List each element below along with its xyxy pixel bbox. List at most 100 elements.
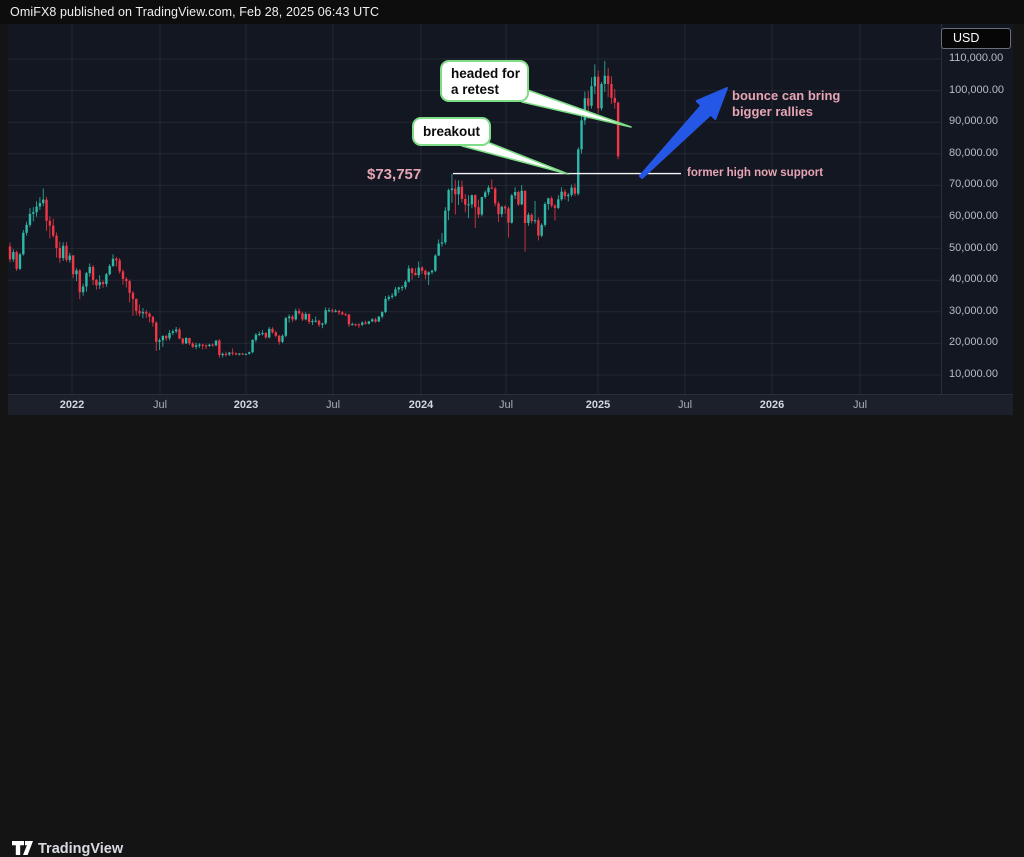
candle-body <box>324 310 327 324</box>
candle-body <box>178 329 181 339</box>
candle-body <box>371 319 374 322</box>
candle-body <box>450 188 454 191</box>
price-axis[interactable]: 110,000.00 100,000.00 90,000.00 80,000.00 70… <box>941 24 1013 394</box>
time-axis-label: 2023 <box>233 399 259 411</box>
time-axis-label: 2024 <box>408 399 434 411</box>
candle-body <box>128 281 131 293</box>
bounce-arrow-icon[interactable] <box>638 87 728 179</box>
candle-body <box>141 312 145 314</box>
time-axis-label: 2025 <box>585 399 611 411</box>
candle-body <box>480 197 484 215</box>
candle-body <box>507 208 510 223</box>
candle-body <box>517 192 520 205</box>
candle-body <box>58 247 62 259</box>
candle-body <box>467 204 470 206</box>
candle-body <box>563 191 567 197</box>
candle-body <box>440 242 444 244</box>
candle-body <box>274 332 278 336</box>
candle-body <box>570 187 573 195</box>
brand-name[interactable]: TradingView <box>38 841 124 857</box>
callout-breakout-label: breakout <box>423 124 481 139</box>
candle-body <box>45 199 48 221</box>
candle-body <box>344 314 347 316</box>
candle-body <box>487 187 490 193</box>
candle-body <box>523 190 527 224</box>
candle-body <box>51 225 55 236</box>
time-axis-label: Jul <box>498 399 514 411</box>
time-axis[interactable]: 2022 Jul 2023 Jul 2024 Jul 2025 Jul 2026 Jul <box>8 394 1013 415</box>
candle-body <box>434 255 437 271</box>
candle-body <box>151 316 155 323</box>
candle-body <box>281 335 284 342</box>
candle-body <box>397 287 400 290</box>
time-axis-label: Jul <box>325 399 341 411</box>
candle-body <box>437 243 440 256</box>
candle-body <box>161 335 165 341</box>
candle-body <box>587 98 590 106</box>
tradingview-logo-icon[interactable] <box>12 841 33 856</box>
candle-body <box>600 83 603 109</box>
price-axis-label: 70,000.00 <box>949 178 998 191</box>
candle-body <box>573 187 577 194</box>
candle-body <box>327 310 331 312</box>
candle-body <box>314 320 317 322</box>
candle-body <box>75 270 78 275</box>
candle-body <box>258 333 261 336</box>
callout-breakout[interactable]: breakout <box>412 117 492 146</box>
candle-body <box>32 212 35 214</box>
candle-body <box>547 198 550 205</box>
candle-body <box>261 332 264 335</box>
candle-body <box>583 98 587 121</box>
candle-body <box>61 245 65 259</box>
candle-body <box>560 191 563 200</box>
candle-body <box>22 232 25 255</box>
candle-body <box>400 287 404 289</box>
candle-body <box>513 192 517 196</box>
candle-body <box>234 353 238 355</box>
candle-body <box>108 265 111 275</box>
candle-body <box>474 195 477 208</box>
candle-body <box>510 195 513 223</box>
candle-body <box>121 271 125 279</box>
price-axis-label: 110,000.00 <box>949 52 1004 64</box>
candle-body <box>616 102 620 157</box>
candle-body <box>155 322 158 342</box>
candle-body <box>194 345 198 347</box>
callout-retest-line1: headed for <box>451 66 521 81</box>
candle-body <box>15 252 18 269</box>
candle-body <box>218 340 221 356</box>
candle-body <box>304 314 307 320</box>
candle-body <box>603 75 607 84</box>
candle-body <box>115 258 118 261</box>
candlestick-series <box>8 60 620 358</box>
candle-body <box>404 281 407 288</box>
candle-body <box>533 220 537 222</box>
candle-body <box>483 192 487 198</box>
candle-body <box>420 267 424 271</box>
candle-body <box>238 353 241 355</box>
candle-body <box>337 310 341 313</box>
grid-lines <box>8 24 941 394</box>
candle-body <box>81 286 85 293</box>
candle-body <box>543 204 547 225</box>
published-chart-page: { "header": { "attribution": "OmiFX8 pub… <box>8 5 1013 857</box>
candle-body <box>503 206 507 209</box>
candle-body <box>105 274 108 284</box>
callout-headed-for-a-retest[interactable]: headed for a retest <box>440 60 529 102</box>
candle-body <box>248 352 251 354</box>
candle-body <box>138 310 141 314</box>
candle-body <box>464 198 467 205</box>
candle-body <box>351 324 354 326</box>
time-axis-label: Jul <box>852 399 868 411</box>
candle-body <box>384 298 387 313</box>
candle-body <box>430 270 434 273</box>
candle-body <box>460 186 464 199</box>
candle-body <box>118 260 121 272</box>
candle-body <box>294 310 297 320</box>
candle-body <box>361 322 364 325</box>
price-axis-label: 80,000.00 <box>949 146 998 159</box>
candle-body <box>540 224 543 236</box>
candle-body <box>331 310 334 312</box>
candle-body <box>267 328 271 338</box>
candle-body <box>493 188 497 204</box>
